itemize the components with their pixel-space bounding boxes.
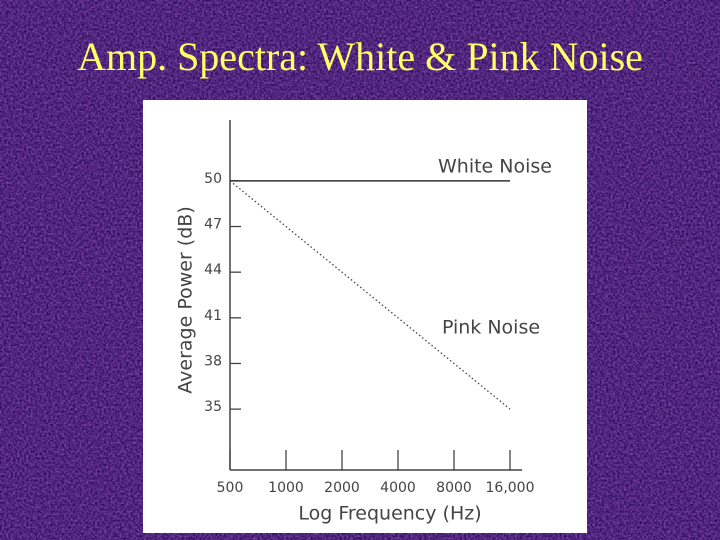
y-tick-label: 38 xyxy=(204,353,222,369)
slide-title: Amp. Spectra: White & Pink Noise xyxy=(77,34,643,79)
series-line xyxy=(229,180,511,410)
y-axis-label: Average Power (dB) xyxy=(175,206,197,393)
y-tick-label: 50 xyxy=(204,171,222,187)
x-tick-label: 8000 xyxy=(436,480,472,496)
series-label: Pink Noise xyxy=(442,317,540,339)
x-tick-label: 4000 xyxy=(380,480,416,496)
y-tick-label: 44 xyxy=(204,262,222,278)
y-tick-label: 41 xyxy=(204,308,222,324)
y-tick-label: 35 xyxy=(204,399,222,415)
x-tick-label: 1000 xyxy=(268,480,304,496)
y-tick-label: 47 xyxy=(204,217,222,233)
x-axis-label: Log Frequency (Hz) xyxy=(298,503,481,525)
x-tick-label: 2000 xyxy=(324,480,360,496)
chart-panel xyxy=(143,100,587,533)
x-tick-label: 16,000 xyxy=(486,480,535,496)
series-label: White Noise xyxy=(438,156,552,178)
x-tick-label: 500 xyxy=(217,480,244,496)
